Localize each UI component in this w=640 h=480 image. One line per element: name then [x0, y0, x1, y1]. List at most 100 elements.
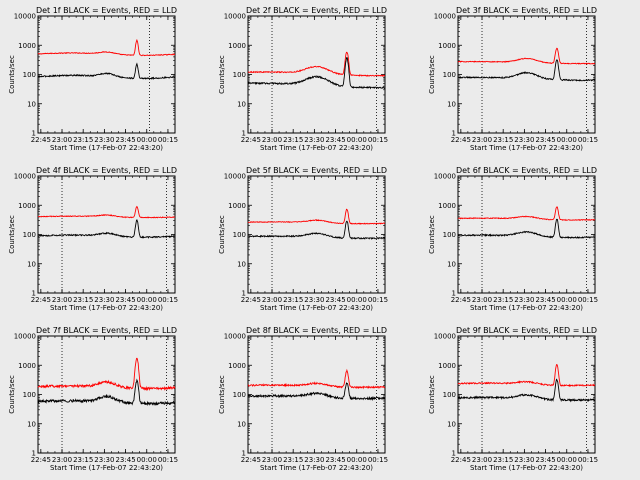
x-tick-label: 23:00 — [52, 456, 72, 464]
events-series-line — [37, 378, 176, 407]
x-tick-label: 22:45 — [241, 136, 261, 144]
x-tick-label: 00:00 — [347, 136, 367, 144]
x-tick-label: 23:15 — [73, 136, 93, 144]
events-series-line — [457, 378, 596, 403]
panel-title: Det 3f BLACK = Events, RED = LLD — [456, 6, 597, 15]
plot-frame — [37, 15, 176, 134]
x-tick-label: 23:30 — [514, 296, 534, 304]
x-tick-label: 00:00 — [347, 296, 367, 304]
x-tick-label: 22:45 — [451, 136, 471, 144]
x-tick-label: 23:45 — [325, 136, 345, 144]
y-tick-label: 10000 — [14, 333, 36, 341]
x-tick-label: 23:15 — [493, 456, 513, 464]
x-tick-label: 23:00 — [52, 296, 72, 304]
lld-series-line — [37, 205, 176, 219]
x-tick-label: 22:45 — [31, 136, 51, 144]
x-tick-label: 23:15 — [73, 456, 93, 464]
detector-panel: Det 9f BLACK = Events, RED = LLD 1 10 100 10… — [428, 326, 598, 472]
x-tick-label: 00:15 — [578, 136, 598, 144]
x-tick-label: 00:15 — [578, 296, 598, 304]
lld-series-line — [247, 368, 386, 390]
y-axis-label: Counts/sec — [428, 215, 436, 254]
panel-title: Det 6f BLACK = Events, RED = LLD — [456, 166, 597, 175]
y-tick-label: 1000 — [18, 362, 36, 370]
y-axis-label: Counts/sec — [8, 215, 16, 254]
x-axis-label: Start Time (17-Feb-07 22:43:20) — [260, 464, 373, 472]
x-axis-label: Start Time (17-Feb-07 22:43:20) — [470, 304, 583, 312]
y-tick-label: 1 — [32, 290, 36, 298]
x-tick-label: 23:45 — [115, 136, 135, 144]
x-tick-label: 00:15 — [158, 296, 178, 304]
x-tick-label: 23:00 — [472, 296, 492, 304]
y-tick-label: 100 — [443, 71, 456, 79]
y-tick-label: 1000 — [438, 202, 456, 210]
x-tick-label: 00:15 — [368, 296, 388, 304]
events-series-line — [247, 382, 386, 402]
x-tick-label: 00:00 — [557, 136, 577, 144]
plot-frame — [37, 335, 176, 454]
x-tick-label: 00:15 — [158, 456, 178, 464]
y-tick-label: 10000 — [434, 13, 456, 21]
x-axis-label: Start Time (17-Feb-07 22:43:20) — [470, 144, 583, 152]
x-tick-label: 00:15 — [578, 456, 598, 464]
x-tick-label: 23:45 — [115, 456, 135, 464]
y-tick-label: 10000 — [224, 333, 246, 341]
y-axis-label: Counts/sec — [428, 55, 436, 94]
detector-panel: Det 8f BLACK = Events, RED = LLD 1 10 100 10… — [218, 326, 388, 472]
y-tick-label: 1 — [452, 130, 456, 138]
y-tick-label: 10 — [447, 420, 456, 428]
x-axis-label: Start Time (17-Feb-07 22:43:20) — [260, 304, 373, 312]
plot-frame — [247, 175, 386, 294]
y-tick-label: 10 — [27, 100, 36, 108]
plot-frame — [457, 15, 596, 134]
x-tick-label: 22:45 — [31, 456, 51, 464]
x-tick-label: 22:45 — [451, 296, 471, 304]
plot-frame — [247, 15, 386, 134]
y-tick-label: 1000 — [438, 42, 456, 50]
y-axis-label: Counts/sec — [8, 375, 16, 414]
y-tick-label: 10 — [27, 260, 36, 268]
y-tick-label: 1 — [242, 130, 246, 138]
y-tick-label: 10 — [237, 100, 246, 108]
detector-panel: Det 4f BLACK = Events, RED = LLD 1 10 100 10… — [8, 166, 178, 312]
x-tick-label: 00:00 — [137, 296, 157, 304]
y-tick-label: 1 — [32, 450, 36, 458]
y-tick-label: 100 — [233, 391, 246, 399]
x-tick-label: 23:45 — [535, 296, 555, 304]
events-series-line — [37, 218, 176, 239]
x-tick-label: 23:15 — [283, 456, 303, 464]
y-axis-label: Counts/sec — [218, 55, 226, 94]
panel-title: Det 1f BLACK = Events, RED = LLD — [36, 6, 177, 15]
plot-frame — [247, 335, 386, 454]
detector-panel: Det 2f BLACK = Events, RED = LLD 1 10 100 10… — [218, 6, 388, 152]
x-tick-label: 23:30 — [514, 456, 534, 464]
x-tick-label: 23:30 — [304, 296, 324, 304]
x-tick-label: 22:45 — [241, 296, 261, 304]
y-tick-label: 100 — [23, 71, 36, 79]
y-tick-label: 10000 — [434, 333, 456, 341]
y-axis-label: Counts/sec — [428, 375, 436, 414]
lld-series-line — [37, 357, 176, 392]
y-tick-label: 10 — [237, 420, 246, 428]
x-tick-label: 23:30 — [304, 456, 324, 464]
x-axis-label: Start Time (17-Feb-07 22:43:20) — [50, 304, 163, 312]
x-axis-label: Start Time (17-Feb-07 22:43:20) — [260, 144, 373, 152]
y-tick-label: 10 — [447, 260, 456, 268]
y-tick-label: 10000 — [434, 173, 456, 181]
x-axis-label: Start Time (17-Feb-07 22:43:20) — [50, 464, 163, 472]
x-tick-label: 23:45 — [535, 136, 555, 144]
y-tick-label: 1000 — [228, 202, 246, 210]
y-tick-label: 1000 — [228, 42, 246, 50]
x-tick-label: 23:00 — [472, 456, 492, 464]
x-tick-label: 23:15 — [73, 296, 93, 304]
y-tick-label: 10 — [27, 420, 36, 428]
lld-series-line — [247, 51, 386, 77]
lld-series-line — [457, 206, 596, 221]
y-tick-label: 10000 — [14, 13, 36, 21]
panel-title: Det 7f BLACK = Events, RED = LLD — [36, 326, 177, 335]
x-tick-label: 22:45 — [451, 456, 471, 464]
x-tick-label: 00:00 — [557, 296, 577, 304]
events-series-line — [247, 220, 386, 241]
y-tick-label: 1 — [242, 290, 246, 298]
detector-panel: Det 1f BLACK = Events, RED = LLD 1 10 100 10… — [8, 6, 178, 152]
